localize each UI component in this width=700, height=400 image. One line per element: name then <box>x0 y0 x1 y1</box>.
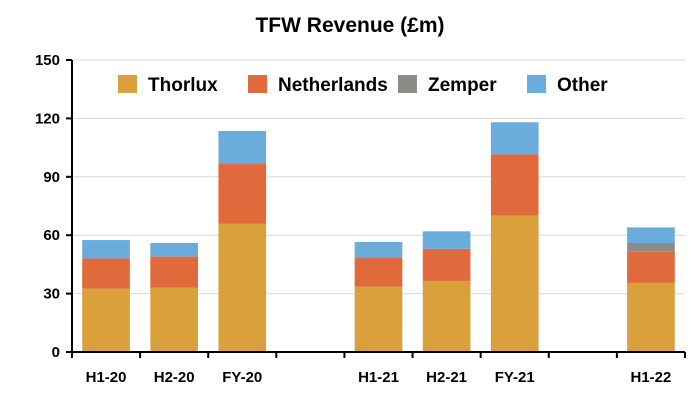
x-tick-label: H2-20 <box>154 369 195 386</box>
bar-netherlands-fy-20 <box>218 163 267 224</box>
x-tick-label: H1-20 <box>86 369 127 386</box>
x-axis-ticks: H1-20 H2-20 FY-20 H1-21 H2-21 FY-21 H1-22 <box>71 352 686 386</box>
bar-thorlux-h1-22 <box>627 282 675 352</box>
bar-zemper-h1-22 <box>627 242 675 252</box>
bar-thorlux-h2-21 <box>422 280 471 352</box>
x-tick-label: H1-22 <box>631 369 672 386</box>
y-tick-label: 0 <box>52 344 60 361</box>
bar-other-h2-20 <box>150 242 199 257</box>
bar-thorlux-fy-21 <box>490 215 539 352</box>
x-tick-label: FY-21 <box>495 369 535 386</box>
legend-label-other: Other <box>557 75 608 96</box>
x-tick-label: H2-21 <box>426 369 467 386</box>
bar-netherlands-h2-21 <box>422 248 471 281</box>
y-axis-ticks: 0 30 60 90 120 150 <box>35 52 72 361</box>
legend-swatch-zemper <box>398 75 417 93</box>
bar-other-fy-21 <box>490 122 539 155</box>
y-tick-label: 90 <box>43 169 60 186</box>
bar-netherlands-h1-22 <box>627 251 675 283</box>
y-tick-label: 120 <box>35 110 60 127</box>
bar-other-h1-22 <box>627 227 675 243</box>
bar-netherlands-h1-20 <box>82 258 130 289</box>
bar-thorlux-h2-20 <box>150 287 199 352</box>
bar-thorlux-h1-20 <box>82 288 130 352</box>
chart-title: TFW Revenue (£m) <box>255 14 445 37</box>
legend-label-thorlux: Thorlux <box>148 75 218 96</box>
bar-other-h1-21 <box>354 242 403 258</box>
legend-swatch-netherlands <box>248 75 267 93</box>
legend-swatch-other <box>527 75 546 93</box>
y-tick-label: 30 <box>43 286 60 303</box>
bar-netherlands-fy-21 <box>490 154 539 216</box>
y-tick-label: 60 <box>43 227 60 244</box>
x-tick-label: H1-21 <box>358 369 399 386</box>
bar-other-fy-20 <box>218 131 267 164</box>
bar-thorlux-h1-21 <box>354 286 403 352</box>
legend-swatch-thorlux <box>118 75 137 93</box>
legend: Thorlux Netherlands Zemper Other <box>118 75 608 96</box>
legend-label-netherlands: Netherlands <box>278 75 388 96</box>
x-tick-label: FY-20 <box>222 369 262 386</box>
axes <box>71 60 685 353</box>
bar-other-h2-21 <box>422 231 471 249</box>
bars <box>82 122 675 352</box>
bar-netherlands-h2-20 <box>150 256 199 288</box>
bar-thorlux-fy-20 <box>218 223 267 352</box>
bar-other-h1-20 <box>82 240 130 259</box>
y-tick-label: 150 <box>35 52 60 69</box>
bar-netherlands-h1-21 <box>354 257 403 287</box>
legend-label-zemper: Zemper <box>428 75 497 96</box>
